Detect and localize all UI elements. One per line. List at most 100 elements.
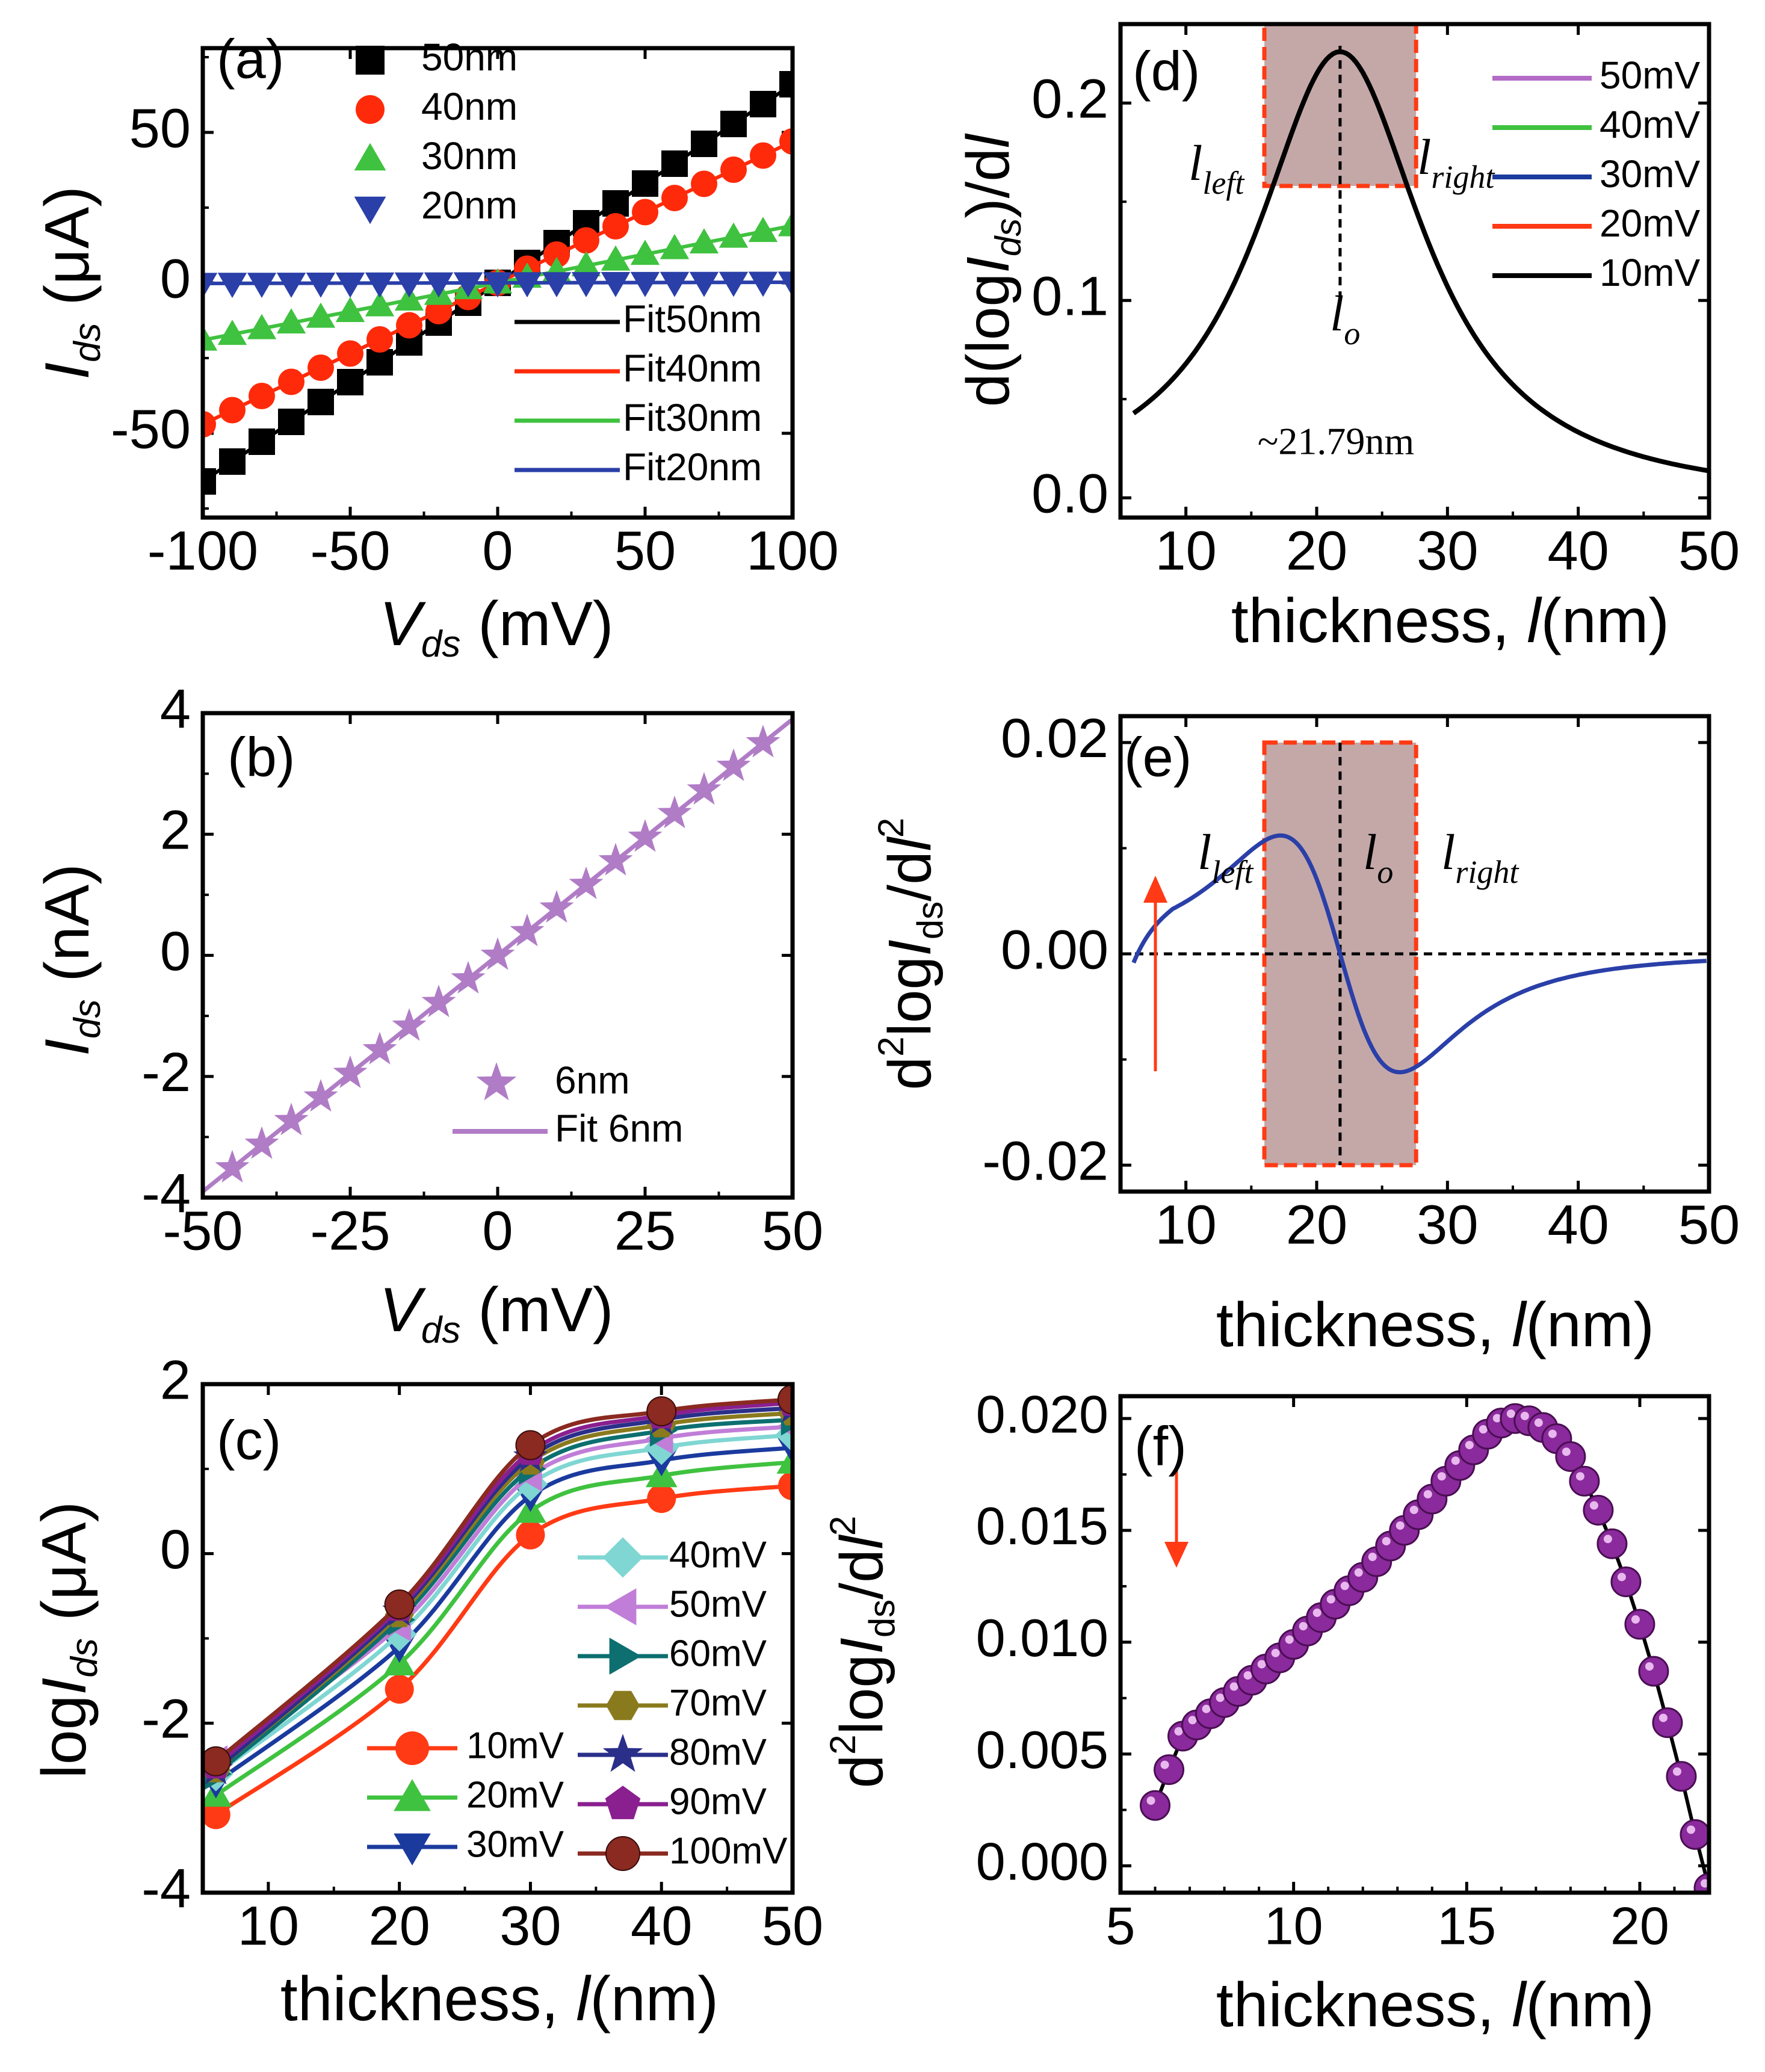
data-point (543, 241, 570, 268)
x-label-text: thickness, (280, 1964, 576, 2034)
fit-curve (214, 1417, 793, 1776)
x-tick-label: 30 (1417, 1194, 1478, 1255)
plot-area (203, 71, 793, 495)
y-label-i: I (29, 1678, 99, 1695)
data-point (217, 273, 247, 298)
legend-label: 60mV (669, 1633, 767, 1674)
data-point-highlight (1202, 1704, 1211, 1713)
panel-f: 5 10 15 20 0.000 0.005 0.010 0.015 0.020 (f) thick… (823, 1384, 1711, 2040)
legend-label: 50mV (669, 1583, 767, 1625)
legend-label: Fit50nm (623, 297, 762, 341)
y-label-sub: ds (64, 1638, 105, 1677)
x-label-text: thickness, (1216, 1290, 1512, 1360)
data-point-highlight (1645, 1662, 1654, 1671)
x-tick-label: 10 (1264, 1896, 1323, 1955)
y-label-i: I (32, 1039, 102, 1056)
data-point (661, 150, 688, 177)
data-point (1666, 1761, 1697, 1792)
y-label-italic: I (876, 939, 944, 956)
x-axis-label: thickness, l(nm) (1216, 1290, 1654, 1360)
data-point (778, 1471, 793, 1500)
ann-sub: o (1344, 315, 1360, 351)
legend-marker (609, 1637, 641, 1675)
data-point-highlight (1658, 1713, 1668, 1722)
peak-region-box (1262, 24, 1418, 188)
x-label-sub: ds (421, 623, 460, 665)
y-tick-label: 4 (160, 678, 191, 740)
panel-label: (b) (227, 726, 295, 788)
data-point (777, 211, 793, 237)
data-point (203, 1800, 230, 1829)
data-point-highlight (1534, 1418, 1543, 1427)
data-point (601, 245, 631, 271)
fit-curve (214, 1483, 793, 1817)
data-point-highlight (1216, 1693, 1225, 1702)
legend-label: 50mV (1600, 54, 1701, 97)
x-tick-label: 50 (614, 520, 676, 581)
data-point (691, 131, 717, 157)
y-label-log: log (29, 1695, 99, 1779)
plot-area (1140, 1403, 1709, 1893)
legend-label: Fit20nm (623, 445, 762, 489)
data-point (278, 409, 304, 435)
data-point-highlight (1312, 1608, 1321, 1617)
y-label-tail-sup: 2 (823, 1516, 863, 1536)
data-point-highlight (1146, 1796, 1155, 1805)
data-point (244, 1126, 279, 1159)
data-point (453, 272, 483, 298)
x-label-unit: (nm) (1525, 1290, 1654, 1360)
data-point-highlight (1603, 1535, 1612, 1544)
data-point (602, 190, 629, 217)
annotation-l-o: lo (1363, 824, 1393, 890)
data-point (687, 772, 722, 805)
data-point (215, 1149, 250, 1183)
y-label-log: log (828, 1654, 895, 1734)
y-tick-label: 0.015 (976, 1496, 1108, 1556)
data-point (1583, 1495, 1614, 1526)
x-label-unit: (nm) (1525, 1970, 1654, 2040)
data-point-highlight (1423, 1489, 1432, 1498)
fit-curve (214, 1405, 793, 1772)
panel-d: 10 20 30 40 500.00.10.2 (d)lleft lrightlo~21.7… (954, 22, 1740, 656)
data-point (720, 156, 747, 183)
x-label-italic: l (1527, 586, 1542, 656)
y-label-d: d(log (954, 273, 1022, 407)
x-axis-label: Vds (mV) (379, 1275, 613, 1351)
data-point-highlight (1575, 1472, 1584, 1481)
data-point (483, 272, 513, 298)
legend-label: 30mV (1600, 152, 1701, 196)
x-tick-label: 50 (1678, 520, 1740, 581)
ann-sub: right (1455, 854, 1519, 890)
data-point (203, 273, 218, 298)
legend-marker (356, 95, 385, 124)
plot-area (203, 1384, 793, 1829)
x-tick-label: 20 (368, 1895, 430, 1956)
legend-marker (394, 1833, 431, 1866)
data-point (646, 1396, 677, 1427)
y-label-sub: ds (67, 999, 108, 1038)
x-tick-label: 40 (1547, 1194, 1609, 1255)
legend-marker (606, 1690, 640, 1721)
x-tick-label: 25 (614, 1200, 676, 1261)
y-tick-label: 0.020 (976, 1384, 1108, 1444)
legend-marker (602, 1537, 643, 1578)
fit-curve (214, 1397, 793, 1763)
data-point (571, 251, 601, 277)
legend-marker (602, 1734, 643, 1772)
x-axis-label: thickness, l(nm) (1231, 586, 1669, 656)
x-tick-label: 20 (1610, 1896, 1669, 1955)
panel-e: 10 20 30 40 50-0.020.000.02 (e)lleft lo lrightt… (871, 708, 1740, 1360)
data-point-highlight (1617, 1573, 1626, 1582)
y-tick-label: -0.02 (982, 1130, 1108, 1192)
y-label-sup: 2 (823, 1734, 863, 1754)
data-point (384, 1589, 415, 1620)
ann-l: l (1441, 824, 1455, 880)
y-axis-label: Ids (nA) (32, 864, 108, 1056)
y-tick-label: -4 (141, 1163, 191, 1224)
data-point (247, 314, 277, 339)
plot-area (1121, 740, 1709, 1167)
data-point-highlight (1188, 1716, 1197, 1725)
x-tick-label: 10 (1155, 1194, 1216, 1255)
panel-label: (f) (1134, 1415, 1187, 1477)
